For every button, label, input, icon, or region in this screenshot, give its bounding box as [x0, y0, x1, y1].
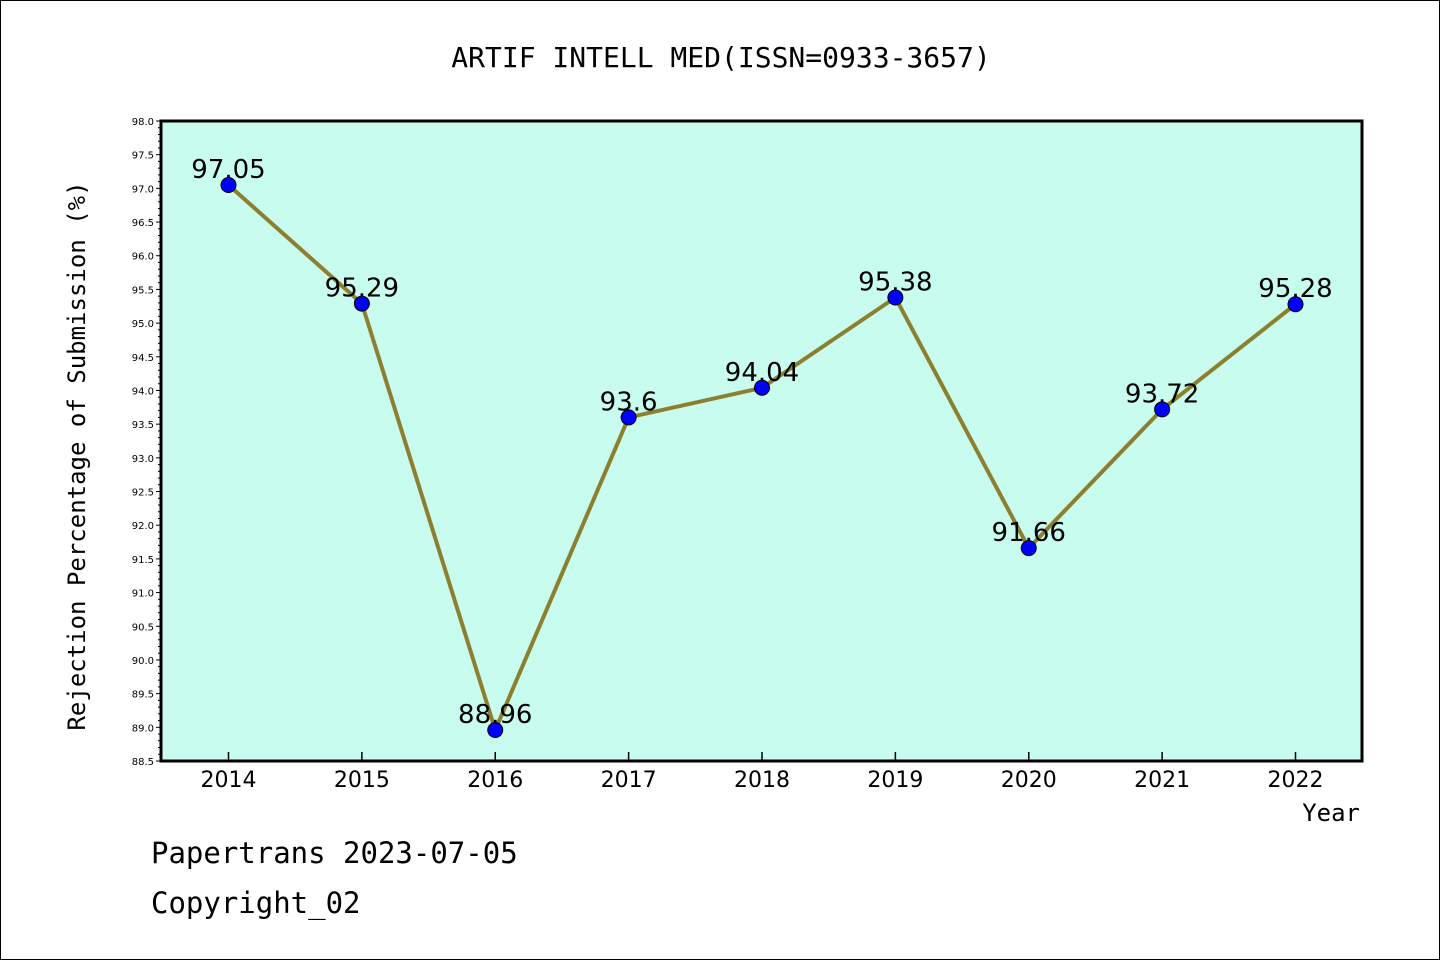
data-label: 94.04	[725, 358, 799, 388]
data-label: 97.05	[191, 155, 265, 185]
y-tick-label: 98.0	[132, 117, 154, 128]
data-label: 95.28	[1258, 274, 1332, 304]
y-tick-label: 93.0	[132, 454, 154, 465]
y-tick-label: 95.0	[132, 319, 154, 330]
y-tick-label: 94.0	[132, 386, 154, 397]
data-label: 91.66	[992, 518, 1066, 548]
footer-copyright: Copyright_02	[151, 886, 361, 920]
data-label: 93.72	[1125, 379, 1199, 409]
data-label: 88.96	[458, 700, 532, 730]
data-point	[754, 379, 770, 396]
y-tick-label: 96.5	[132, 218, 154, 229]
data-point	[353, 295, 370, 312]
data-point	[1154, 401, 1171, 418]
data-label: 93.6	[600, 387, 658, 417]
y-tick-label: 97.0	[132, 184, 154, 195]
x-tick-label: 2017	[601, 768, 657, 793]
chart-title: ARTIF INTELL MED(ISSN=0933-3657)	[451, 41, 990, 74]
y-axis: 88.5 89.0 89.5 90.0 90.5 91.0 91.5 92.0 92.5 93.0…	[132, 117, 161, 768]
y-tick-label: 92.5	[132, 488, 154, 499]
x-tick-label: 2021	[1134, 768, 1190, 793]
plot-border	[159, 119, 1364, 763]
y-tick-label: 89.5	[132, 690, 154, 701]
data-point	[487, 722, 504, 739]
y-tick-label: 89.0	[132, 723, 154, 734]
y-axis-label: Rejection Percentage of Submission (%)	[63, 181, 91, 730]
y-tick-label: 97.5	[132, 151, 154, 162]
data-label: 95.38	[858, 268, 932, 298]
x-axis-label: Year	[1302, 799, 1360, 827]
y-tick-label: 94.5	[132, 353, 154, 364]
data-point	[887, 289, 904, 306]
x-tick-label: 2014	[201, 768, 257, 793]
footer-date: Papertrans 2023-07-05	[151, 836, 518, 870]
data-point	[1020, 540, 1037, 557]
data-labels: 97.05 95.29 88.96 93.6 94.04 95.38 91.66 93.72 9…	[191, 155, 1332, 730]
series	[220, 177, 1304, 739]
x-tick-label: 2018	[734, 768, 790, 793]
data-point	[1287, 296, 1304, 313]
y-tick-label: 95.5	[132, 285, 154, 296]
y-tick-label: 92.0	[132, 521, 154, 532]
y-tick-label: 91.0	[132, 589, 154, 600]
y-tick-label: 90.0	[132, 656, 154, 667]
data-label: 95.29	[325, 274, 399, 304]
y-tick-label: 96.0	[132, 252, 154, 263]
x-axis: 2014 2015 2016 2017 2018 2019 2020 2021 2022	[201, 752, 1324, 793]
plot-area	[161, 121, 1362, 761]
data-point	[620, 409, 637, 426]
x-tick-label: 2022	[1268, 768, 1324, 793]
x-tick-label: 2016	[467, 768, 523, 793]
x-tick-label: 2020	[1001, 768, 1057, 793]
y-tick-label: 90.5	[132, 622, 154, 633]
y-tick-label: 91.5	[132, 555, 154, 566]
x-tick-label: 2019	[867, 768, 923, 793]
y-tick-label: 93.5	[132, 420, 154, 431]
data-point	[220, 177, 237, 193]
x-tick-label: 2015	[334, 768, 390, 793]
y-tick-label: 88.5	[132, 757, 154, 768]
